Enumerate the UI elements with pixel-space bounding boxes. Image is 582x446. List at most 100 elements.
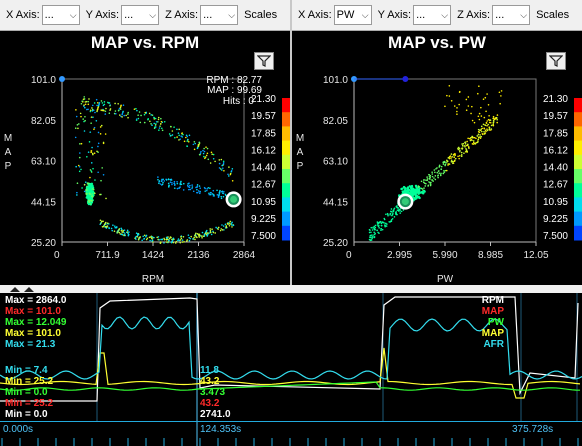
scatter-point: [472, 141, 475, 144]
scatter-point: [167, 182, 170, 185]
legend-swatch: [282, 140, 290, 156]
scatter-point: [85, 192, 88, 196]
z-axis-select[interactable]: ... ⌵: [200, 5, 239, 25]
scatter-point: [161, 183, 164, 186]
scatter-point: [80, 102, 83, 105]
scatter-point: [161, 178, 163, 181]
scatter-point: [155, 123, 157, 125]
x-axis-select[interactable]: ... ⌵: [41, 5, 80, 25]
filter-button[interactable]: [546, 52, 566, 70]
scatter-point: [199, 187, 201, 190]
y-axis-value: ...: [124, 9, 134, 21]
scatter-point: [155, 120, 158, 123]
legend-value: 10.95: [543, 197, 568, 208]
scatter-point: [458, 147, 461, 150]
y-axis-label-char: P: [297, 161, 304, 172]
scatter-point: [425, 179, 427, 181]
scatter-point: [114, 225, 116, 227]
scatter-point: [486, 129, 489, 132]
origin-marker[interactable]: [59, 76, 65, 82]
scatter-point: [135, 238, 137, 240]
scatter-plot[interactable]: 101.0 82.05 63.10 44.15 25.200 2.995 5.990 8.98…: [292, 31, 582, 285]
y-axis-label-char: A: [5, 147, 12, 158]
panel-divider[interactable]: [290, 0, 292, 290]
scatter-point: [439, 174, 442, 176]
scatter-point: [156, 121, 159, 123]
scatter-point: [399, 208, 401, 211]
scatter-point: [101, 225, 104, 228]
scatter-point: [370, 239, 372, 241]
y-axis-select[interactable]: ... ⌵: [121, 5, 160, 25]
scatter-point: [114, 110, 117, 112]
scatter-plot[interactable]: 101.0 82.05 63.10 44.15 25.200 711.9 1424 2136 2…: [0, 31, 290, 285]
collapse-arrows-icon[interactable]: [8, 285, 48, 293]
scatter-point: [457, 155, 459, 158]
scatter-point: [137, 233, 140, 236]
scatter-point: [438, 165, 441, 167]
scatter-point: [143, 121, 146, 124]
scatter-point: [207, 232, 209, 234]
scatter-point: [198, 153, 201, 156]
scatter-point: [488, 126, 491, 128]
scatter-panel-map-rpm[interactable]: MAP vs. RPM 101.0 82.05 63.10 44.15 25.20 0 71…: [0, 31, 290, 285]
scatter-point: [180, 180, 182, 183]
scatter-point: [142, 235, 144, 238]
scatter-point: [188, 239, 191, 242]
filter-button[interactable]: [254, 52, 274, 70]
scatter-point: [91, 185, 94, 189]
scatter-point: [220, 195, 223, 198]
scatter-point: [75, 165, 77, 168]
timeline-bar[interactable]: 0.000s 124.353s 375.728s: [0, 421, 582, 446]
scatter-point: [464, 144, 466, 147]
scatter-point: [436, 167, 438, 169]
scatter-point: [171, 239, 174, 241]
scatter-point: [139, 121, 142, 124]
scatter-point: [447, 157, 450, 159]
scatter-point: [194, 142, 196, 145]
scatter-point: [390, 220, 392, 222]
scatter-point: [186, 239, 189, 241]
legend-value: 12.67: [251, 180, 276, 191]
scatter-point: [451, 160, 454, 163]
scatter-point: [211, 228, 213, 231]
scatter-point: [457, 146, 460, 149]
scatter-point: [487, 123, 490, 126]
scatter-point: [83, 96, 86, 98]
scatter-point: [490, 128, 493, 130]
y-tick-label: 101.0: [323, 75, 348, 86]
cursor-marker[interactable]: [402, 76, 409, 82]
scatter-point: [108, 112, 111, 115]
legend-swatch: [282, 225, 290, 241]
scatter-point: [78, 165, 81, 168]
scatter-point: [192, 143, 195, 146]
y-axis-select[interactable]: ... ⌵: [413, 5, 452, 25]
x-axis-select[interactable]: PW ⌵: [333, 5, 372, 25]
scatter-point: [434, 171, 436, 174]
scatter-point: [120, 233, 123, 236]
scatter-point: [435, 168, 437, 170]
scatter-point: [218, 162, 221, 165]
scatter-point: [417, 185, 420, 187]
z-axis-select[interactable]: ... ⌵: [492, 5, 531, 25]
scatter-point: [482, 133, 484, 136]
scatter-point: [96, 101, 99, 104]
y-axis-label: Y Axis:: [377, 9, 412, 21]
log-graph-view[interactable]: Max = 2864.0 Max = 101.0 Max = 12.049 Max =…: [0, 293, 582, 445]
scatter-point: [483, 130, 485, 133]
scatter-panel-map-pw[interactable]: MAP vs. PW 101.0 82.05 63.10 44.15 25.20 0 2.9…: [292, 31, 582, 285]
scatter-point: [87, 103, 90, 106]
scales-button[interactable]: Scales: [536, 9, 570, 21]
scatter-point: [187, 185, 190, 188]
scatter-point: [176, 182, 179, 185]
scatter-point: [429, 176, 431, 179]
scatter-point: [178, 134, 180, 137]
scales-button[interactable]: Scales: [244, 9, 278, 21]
scatter-point: [93, 126, 96, 129]
scatter-point: [189, 237, 192, 240]
scatter-point: [231, 179, 234, 182]
scatter-point: [373, 225, 376, 228]
scatter-point: [79, 112, 82, 115]
scatter-point: [143, 234, 146, 237]
scatter-point: [182, 236, 185, 238]
